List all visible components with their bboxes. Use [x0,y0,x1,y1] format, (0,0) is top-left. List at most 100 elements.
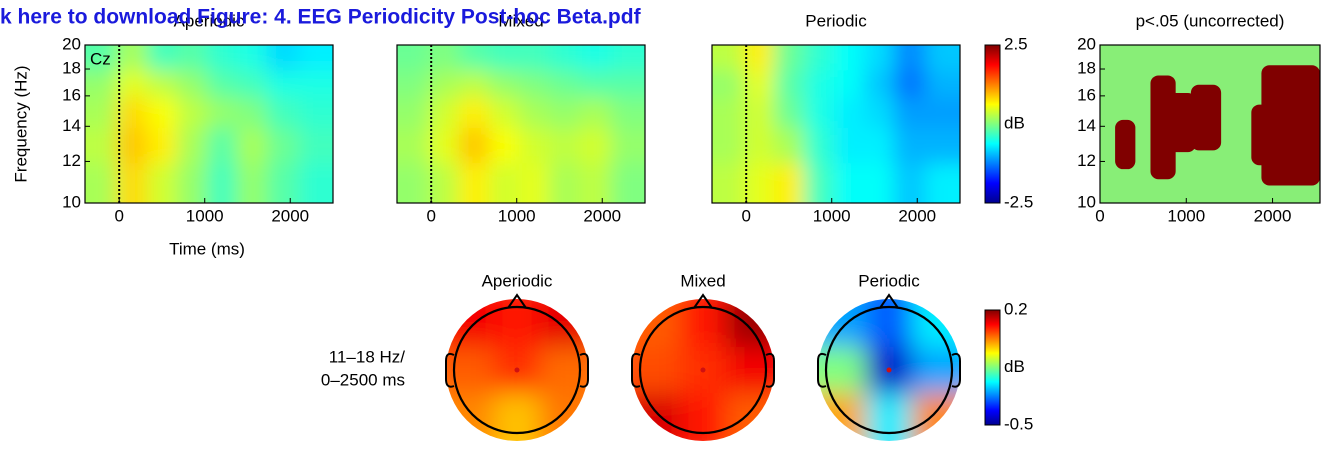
heatmap-cell [236,69,268,98]
heatmap-cell [206,162,238,203]
electrode [886,367,892,373]
heatmap-cell [548,162,580,203]
x-tick-label: 0 [114,206,123,225]
colorbar [984,309,1001,426]
topomap-cell [726,347,774,394]
heatmap-cell [397,162,431,203]
y-tick-label: 14 [62,116,81,135]
x-tick-label: 2000 [271,206,309,225]
electrode [514,367,520,373]
heatmap-cell [863,69,895,98]
heatmap-cell [459,96,490,128]
heatmap-cell [266,45,300,71]
heatmap-cell [206,126,238,164]
heatmap-cell [117,126,148,164]
panel-title: Periodic [805,11,867,30]
heatmap-cell [206,69,238,98]
heatmap-cell [744,96,775,128]
heatmap [85,45,333,203]
heatmap-cell [578,162,612,203]
heatmap-cell [774,162,805,203]
heatmap-cell [774,126,805,164]
download-link[interactable]: k here to download Figure: 4. EEG Period… [0,6,642,29]
heatmap-cell [925,96,960,128]
axes-box [84,44,334,204]
x-tick-label: 2000 [898,206,936,225]
heatmap [712,45,960,203]
heatmap-cell [176,126,208,164]
heatmap-cell [774,69,805,98]
topomap-cell [818,393,867,441]
map-title: Aperiodic [482,271,553,290]
colorbar-tick-label: -2.5 [1004,192,1033,211]
heatmap-cell [548,96,580,128]
y-tick-label: 14 [1077,116,1096,135]
heatmap-cell [578,45,612,71]
heatmap-cells [85,45,333,203]
heatmap-cells [712,45,960,203]
heatmap-cell [147,162,178,203]
heatmap-cell [518,45,550,71]
head-outline [824,305,954,435]
x-tick-label: 0 [426,206,435,225]
mask [1100,45,1320,203]
heatmap-cell [206,45,238,71]
heatmap-cell [744,69,775,98]
heatmap-cell [803,45,835,71]
heatmap-cell [610,126,645,164]
colorbar-label: dB [1004,357,1025,376]
heatmap-cell [610,96,645,128]
y-tick-label: 10 [1077,192,1096,211]
head-outline [452,305,582,435]
heatmap-cell [85,45,119,71]
heatmap-cell [266,69,300,98]
heatmap-cell [610,45,645,71]
heatmap-cell [459,45,490,71]
heatmap-cell [176,45,208,71]
heatmap-cell [236,126,268,164]
heatmap-cell [488,162,520,203]
heatmap-cell [397,69,431,98]
topomap-cell [540,393,588,441]
colorbar [984,44,1001,204]
heatmap-cell [518,96,550,128]
y-tick-label: 18 [1077,59,1096,78]
heatmap-cell [298,96,333,128]
heatmap-cell [610,69,645,98]
nose [693,293,713,309]
y-tick-label: 18 [62,59,81,78]
heatmap-cell [429,126,460,164]
heatmap-cell [925,45,960,71]
heatmap-cell [266,126,300,164]
heatmap-cell [803,96,835,128]
heatmap-cell [488,69,520,98]
map-title: Periodic [858,271,920,290]
topomap-cell [632,393,681,441]
heatmap-cell [85,69,119,98]
y-axis-label: Frequency (Hz) [11,65,30,182]
heatmap-cell [117,69,148,98]
heatmap-cell [298,126,333,164]
significant-cluster [1165,93,1196,153]
heatmap-cell [833,69,865,98]
heatmap-cell [117,96,148,128]
heatmap-cell [488,126,520,164]
heatmap-cell [298,162,333,203]
heatmap-cell [518,126,550,164]
x-tick-label: 0 [1095,206,1104,225]
axes-box [711,44,961,204]
heatmap-cell [712,126,746,164]
axes-box [1099,44,1321,204]
heatmap-cell [236,96,268,128]
heatmap-cell [744,126,775,164]
significant-cluster [1115,119,1136,170]
topomap-cell [726,393,774,441]
y-tick-label: 20 [1077,34,1096,53]
heatmap-cell [712,162,746,203]
topomap-cell [446,347,495,394]
y-tick-label: 20 [62,34,81,53]
heatmap-cell [774,96,805,128]
heatmap-cell [712,96,746,128]
x-tick-label: 0 [741,206,750,225]
heatmap-cell [236,45,268,71]
